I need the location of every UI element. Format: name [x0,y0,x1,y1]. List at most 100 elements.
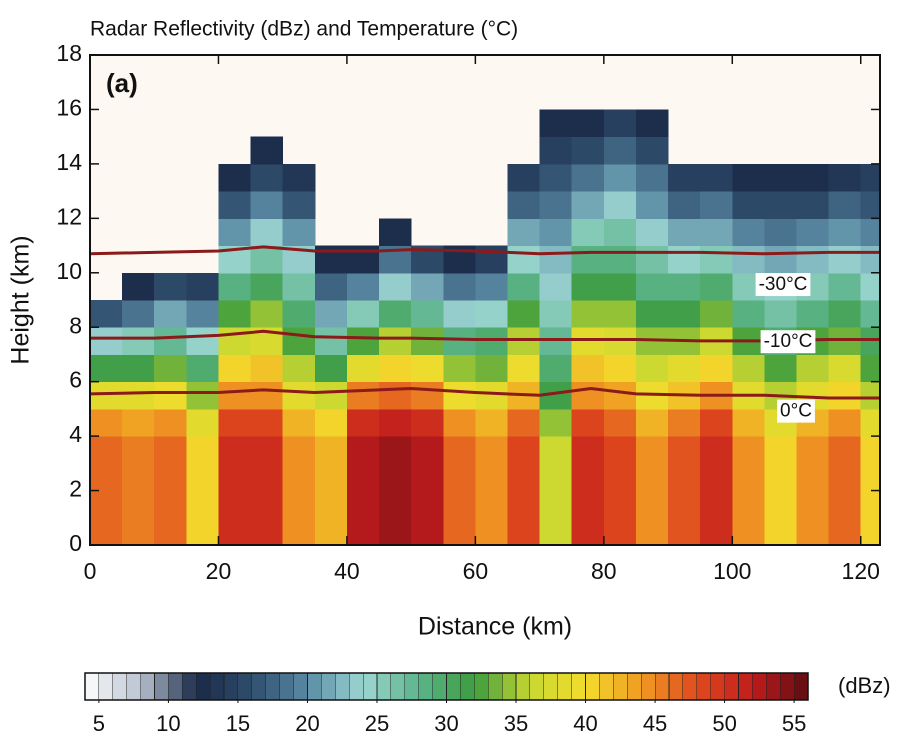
heatmap-cell [539,245,573,274]
heatmap-cell [154,300,187,328]
heatmap-cell [860,354,880,383]
heatmap-cell [443,327,476,355]
heatmap-cell [218,381,252,410]
heatmap-cell [635,300,669,328]
colorbar-tick-label: 55 [782,711,806,736]
heatmap-cell [443,463,476,492]
heatmap-cell [764,354,798,383]
heatmap-cell [122,408,155,437]
y-tick-label: 12 [56,203,82,229]
heatmap-cell [764,490,798,519]
heatmap-cell [603,300,637,328]
heatmap-cell [122,490,155,519]
heatmap-cell [186,354,219,383]
heatmap-cell [443,300,476,328]
heatmap-cell [186,490,219,519]
heatmap-cell [154,272,187,301]
x-tick-label: 120 [842,558,880,584]
heatmap-cell [603,354,637,383]
colorbar-bin [487,672,503,701]
heatmap-cell [379,272,412,301]
heatmap-cell [218,408,252,437]
heatmap-cell [635,408,669,437]
heatmap-cell [571,381,605,410]
heatmap-cell [90,408,123,437]
heatmap-cell [571,490,605,519]
heatmap-cell [411,490,444,519]
heatmap-cell [603,490,637,519]
heatmap-cell [475,272,508,301]
heatmap-cell [443,354,476,383]
heatmap-cell [571,245,605,274]
heatmap-cell [282,408,316,437]
heatmap-cell [603,191,637,219]
plot-frame [89,54,881,546]
colorbar-bin [209,672,225,701]
heatmap-cell [668,517,701,545]
heatmap-cell [379,408,412,437]
heatmap-cell [764,218,798,247]
heatmap-cell [700,272,733,301]
heatmap-cell [796,163,830,192]
heatmap-cell [603,163,637,192]
heatmap-cell [635,436,669,464]
heatmap-cell [700,408,733,437]
heatmap-cell [90,354,123,383]
isotherm-label-box [755,273,811,297]
heatmap-cell [571,517,605,545]
heatmap-cell [250,381,284,410]
heatmap-cell [314,408,348,437]
heatmap-cell [764,300,798,328]
heatmap-cell [603,109,637,138]
heatmap-cell [314,490,348,519]
y-tick-label: 6 [69,367,82,393]
heatmap-cell [796,436,830,464]
isotherms [90,245,880,400]
heatmap-cell [218,517,252,545]
heatmap-cell [379,463,412,492]
x-tick-label: 100 [713,558,751,584]
heatmap-cell [539,272,573,301]
heatmap-cell [700,163,733,192]
heatmap-cell [282,163,316,192]
colorbar-bin [571,672,586,701]
heatmap-cell [90,436,123,464]
isotherm-label: -10°C [764,331,813,352]
heatmap-cell [379,436,412,464]
heatmap-cell [314,272,348,301]
heatmap-cell [507,218,541,247]
heatmap-cell [860,272,880,301]
colorbar-bin [126,672,141,701]
heatmap-cell [539,517,573,545]
y-tick-label: 16 [56,95,82,121]
heatmap-cell [250,354,284,383]
colorbar-bin [626,672,642,701]
heatmap-cell [796,191,830,219]
colorbar-bin [668,672,684,701]
heatmap-cell [282,300,316,328]
heatmap-cell [218,490,252,519]
heatmap-cell [764,436,798,464]
heatmap-cell [154,381,187,410]
colorbar-bin [446,672,461,701]
heatmap-cell [507,245,541,274]
colorbar-bin [752,672,767,701]
heatmap-cell [314,463,348,492]
heatmap-cell [411,517,444,545]
heatmap-cell [860,163,880,192]
panel-label: (a) [106,68,138,98]
heatmap-cell [507,272,541,301]
y-tick-label: 10 [56,258,82,284]
heatmap-cell [475,490,508,519]
heatmap-cell [796,300,830,328]
heatmap-cell [539,327,573,355]
heatmap-cell [379,490,412,519]
heatmap-cell [571,408,605,437]
y-tick-label: 14 [56,149,82,175]
heatmap-cell [860,381,880,410]
heatmap-cell [732,463,765,492]
heatmap-cell [379,354,412,383]
heatmap-cell [539,354,573,383]
